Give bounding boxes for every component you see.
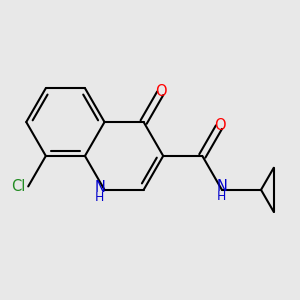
Text: O: O xyxy=(214,118,226,133)
Text: N: N xyxy=(217,179,227,194)
Text: H: H xyxy=(95,191,104,204)
Text: Cl: Cl xyxy=(11,179,25,194)
Text: H: H xyxy=(217,190,226,203)
Text: O: O xyxy=(155,84,167,99)
Text: N: N xyxy=(94,180,105,195)
